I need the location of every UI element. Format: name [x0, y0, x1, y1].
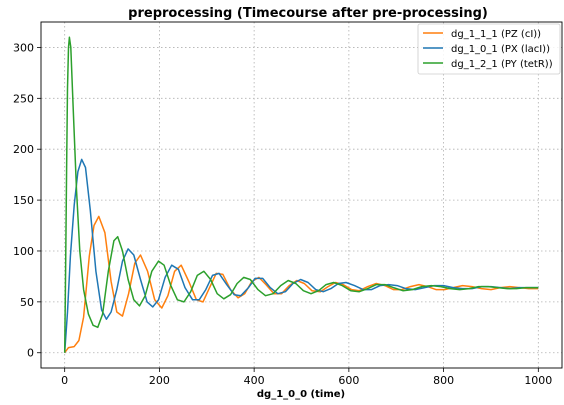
y-tick-label: 150	[13, 194, 34, 207]
y-tick-label: 0	[27, 347, 34, 360]
legend-label-0: dg_1_1_1 (PZ (cI))	[451, 29, 541, 40]
x-tick-label: 0	[61, 374, 68, 387]
y-tick-label: 50	[20, 296, 34, 309]
x-tick-label: 400	[244, 374, 265, 387]
series-line-0	[64, 215, 539, 354]
plot-area-frame	[40, 21, 563, 369]
chart-title: preprocessing (Timecourse after pre-proc…	[128, 6, 488, 21]
x-tick-label: 800	[433, 374, 454, 387]
grid-lines	[41, 22, 562, 368]
y-tick-label: 250	[13, 92, 34, 105]
y-tick-label: 300	[13, 41, 34, 54]
x-axis-ticks: 0 200 400 600 800 1000	[61, 368, 552, 387]
legend-label-2: dg_1_2_1 (PY (tetR))	[451, 59, 553, 70]
series-lines	[63, 36, 539, 354]
x-tick-label: 600	[338, 374, 359, 387]
y-axis-ticks: 0 50 100 150 200 250 300	[13, 41, 41, 360]
x-tick-label: 200	[149, 374, 170, 387]
legend: dg_1_1_1 (PZ (cI)) dg_1_0_1 (PX (lacI)) dg…	[417, 23, 561, 75]
legend-box	[417, 23, 561, 75]
legend-label-1: dg_1_0_1 (PX (lacI))	[451, 44, 550, 55]
x-axis-label: dg_1_0_0 (time)	[257, 389, 345, 400]
series-line-2	[63, 36, 539, 353]
y-tick-label: 200	[13, 143, 34, 156]
y-tick-label: 100	[13, 245, 34, 258]
x-tick-label: 1000	[524, 374, 552, 387]
